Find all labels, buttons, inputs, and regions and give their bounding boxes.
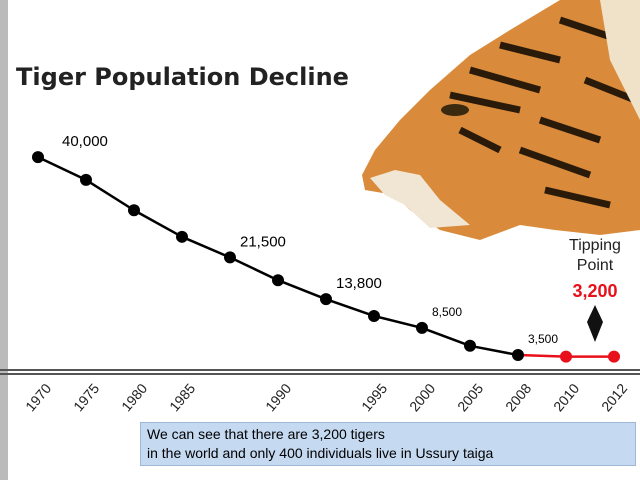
line-segment — [469, 344, 519, 357]
point — [272, 274, 284, 287]
caption-line: in the world and only 400 individuals li… — [147, 445, 494, 461]
line-segment — [517, 353, 567, 358]
line-segment — [181, 235, 231, 259]
chart-title: Tiger Population Decline — [16, 63, 349, 91]
annotation: Tipping — [569, 237, 621, 254]
annotation: Point — [577, 257, 614, 274]
point — [224, 251, 236, 264]
x-tick-label: 1975 — [70, 380, 102, 414]
x-tick-label: 1990 — [262, 380, 294, 414]
x-tick-label: 2000 — [406, 380, 438, 414]
x-tick-label: 1970 — [22, 380, 54, 414]
line-segment — [133, 209, 183, 238]
line-segment — [373, 314, 423, 330]
caption-line: We can see that there are 3,200 tigers — [147, 426, 385, 442]
line-segment — [421, 326, 471, 347]
point — [464, 339, 476, 352]
x-tick-label: 2008 — [502, 380, 534, 414]
data-label: 3,200 — [572, 281, 617, 301]
data-label: 40,000 — [62, 133, 108, 150]
point — [512, 349, 524, 362]
left-border — [0, 0, 8, 480]
point — [176, 230, 188, 243]
point — [608, 350, 620, 363]
point — [128, 204, 140, 217]
line-segment — [85, 178, 135, 212]
data-label: 13,800 — [336, 275, 382, 292]
data-label: 3,500 — [528, 332, 558, 346]
x-tick-label: 2005 — [454, 380, 486, 414]
data-label: 8,500 — [432, 305, 462, 319]
x-tick-label: 2012 — [598, 380, 630, 414]
line-segment — [229, 256, 279, 282]
x-tick-label: 1985 — [166, 380, 198, 414]
x-tick-label: 2010 — [550, 380, 582, 414]
point — [416, 321, 428, 334]
point — [368, 309, 380, 322]
line-segment — [277, 279, 327, 301]
x-tick-label: 1995 — [358, 380, 390, 414]
line-segment — [37, 155, 87, 182]
tiger-image — [362, 0, 640, 240]
data-label: 21,500 — [240, 233, 286, 250]
point — [80, 173, 92, 186]
arrow — [587, 305, 603, 342]
point — [560, 350, 572, 363]
line-segment — [325, 297, 375, 318]
point — [32, 151, 44, 164]
caption: We can see that there are 3,200 tigers i… — [140, 422, 636, 466]
point — [320, 293, 332, 306]
x-tick-label: 1980 — [118, 380, 150, 414]
